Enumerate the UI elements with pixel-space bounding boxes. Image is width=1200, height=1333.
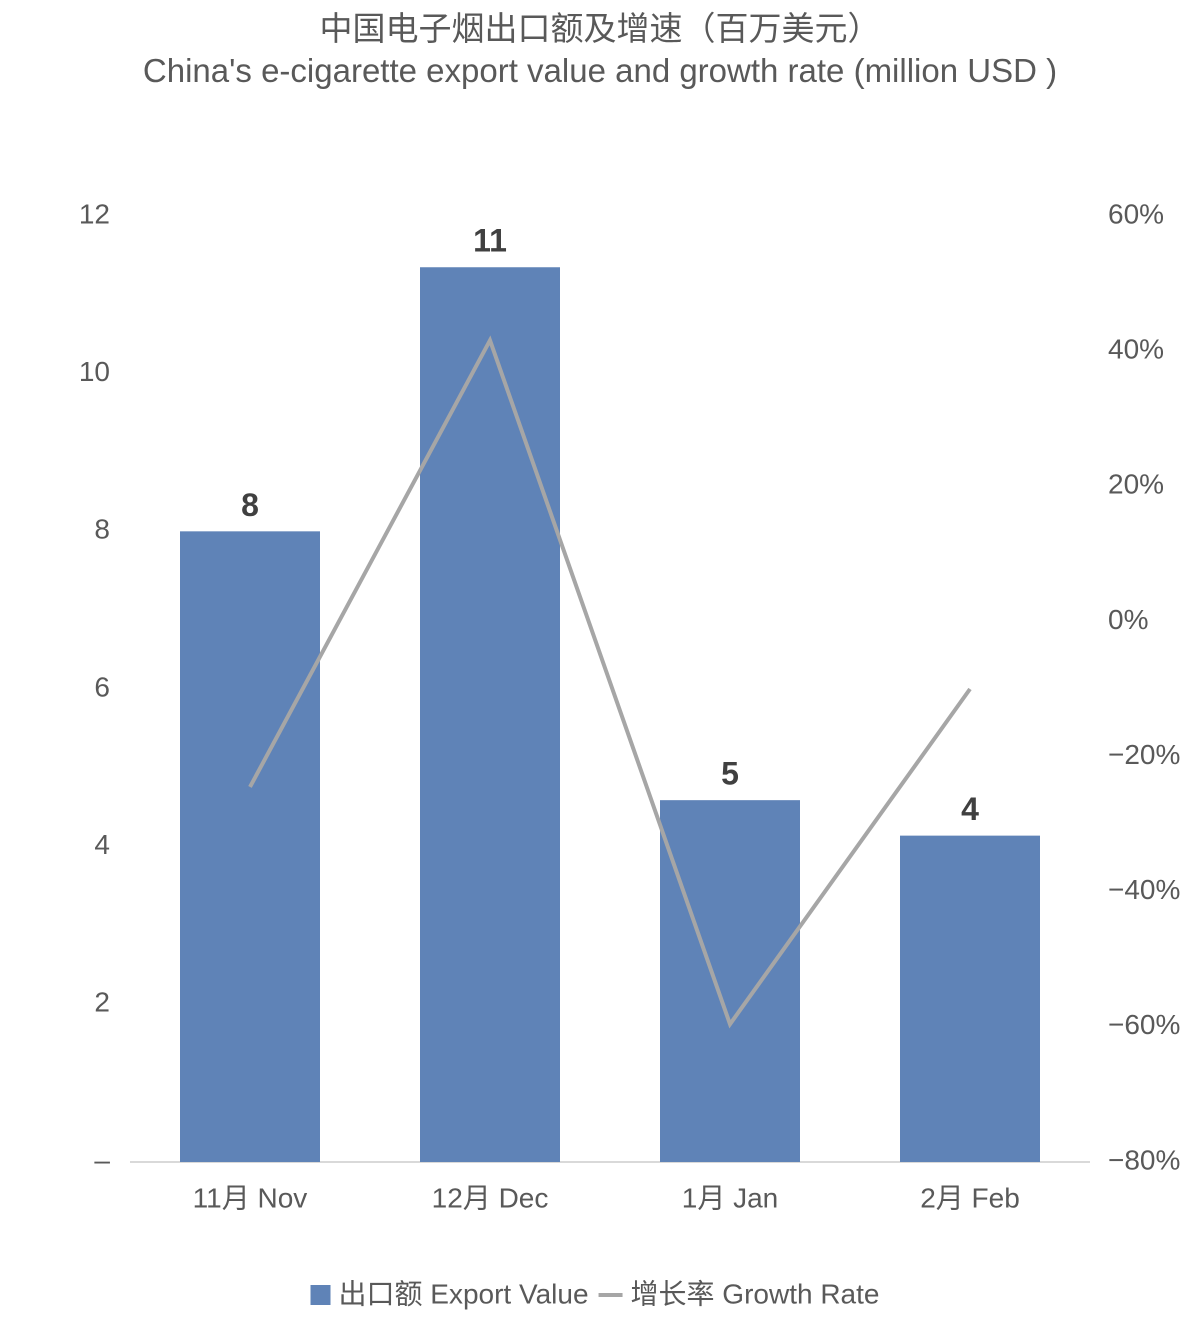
value-label: 11 xyxy=(473,223,507,259)
y2-tick-label: −20% xyxy=(1108,739,1180,770)
y-tick-label: 6 xyxy=(94,671,110,702)
y-tick-label: 12 xyxy=(79,198,110,229)
y2-tick-label: −60% xyxy=(1108,1009,1180,1040)
legend-label: 增长率 Growth Rate xyxy=(631,1278,880,1309)
y2-tick-label: 0% xyxy=(1108,604,1148,635)
bar xyxy=(660,800,800,1162)
bar xyxy=(900,835,1040,1162)
y-tick-label: – xyxy=(94,1144,110,1175)
x-tick-label: 1月 Jan xyxy=(682,1182,779,1213)
value-label: 4 xyxy=(961,791,979,827)
x-tick-label: 11月 Nov xyxy=(193,1182,308,1213)
x-tick-label: 12月 Dec xyxy=(432,1182,549,1213)
bar xyxy=(180,531,320,1162)
chart-title: 中国电子烟出口额及增速（百万美元） xyxy=(319,10,881,47)
y2-tick-label: −40% xyxy=(1108,874,1180,905)
legend-label: 出口额 Export Value xyxy=(339,1278,589,1309)
value-label: 8 xyxy=(241,487,259,523)
x-tick-label: 2月 Feb xyxy=(920,1182,1020,1213)
legend-swatch xyxy=(310,1285,331,1305)
y-tick-label: 10 xyxy=(79,356,110,387)
y-tick-label: 4 xyxy=(94,829,110,860)
y2-tick-label: 40% xyxy=(1108,334,1164,365)
y2-tick-label: 60% xyxy=(1108,198,1164,229)
y2-tick-label: −80% xyxy=(1108,1144,1180,1175)
line xyxy=(248,335,972,1029)
titles: 中国电子烟出口额及增速（百万美元） China's e-cigarette ex… xyxy=(100,8,1100,92)
y2-tick-label: 20% xyxy=(1108,469,1164,500)
chart-subtitle: China's e-cigarette export value and gro… xyxy=(142,52,1058,89)
y-tick-label: 8 xyxy=(94,514,110,545)
bar xyxy=(420,267,560,1162)
y-tick-label: 2 xyxy=(94,987,110,1018)
value-label: 5 xyxy=(721,756,739,792)
